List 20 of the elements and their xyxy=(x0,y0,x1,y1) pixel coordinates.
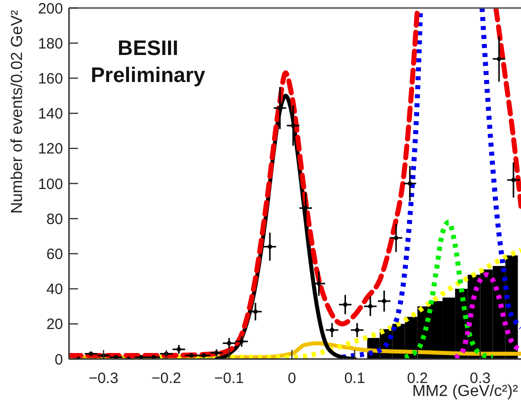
x-tick-label: −0.2 xyxy=(151,370,182,387)
y-tick-label: 20 xyxy=(46,316,63,334)
y-tick-label: 180 xyxy=(38,35,63,52)
x-tick-label: −0.3 xyxy=(88,370,118,387)
x-tick-label: 0 xyxy=(288,370,296,387)
x-tick-label: −0.1 xyxy=(214,370,244,387)
y-tick-label: 40 xyxy=(46,281,63,298)
y-tick-label: 140 xyxy=(38,106,63,123)
annotation: Preliminary xyxy=(90,64,206,87)
y-axis-title: Number of events/0.02 GeV² xyxy=(9,9,26,214)
y-tick-label: 100 xyxy=(38,176,63,193)
x-axis-title: MM2 (GeV/c²)² xyxy=(412,383,519,400)
y-tick-label: 120 xyxy=(38,140,63,158)
annotation: BESIII xyxy=(118,37,178,60)
y-tick-label: 60 xyxy=(46,246,63,263)
x-tick-label: 0.1 xyxy=(344,370,366,387)
y-tick-label: 160 xyxy=(38,70,63,88)
y-tick-label: 80 xyxy=(46,210,63,228)
y-tick-label: 0 xyxy=(54,351,63,368)
y-tick-label: 200 xyxy=(38,0,63,18)
